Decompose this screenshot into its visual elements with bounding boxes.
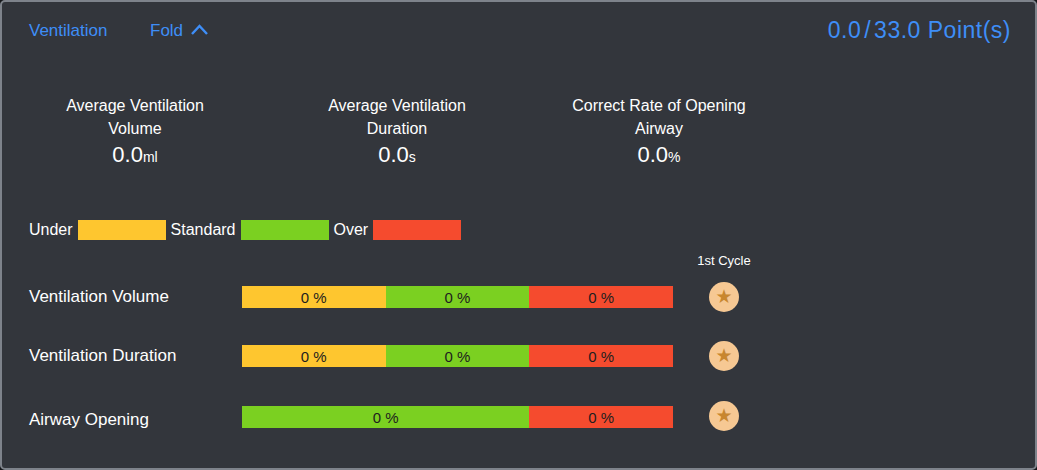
stat-average-ventilation-duration: Average Ventilation Duration 0.0s [266,94,528,171]
stat-label: Volume [4,117,266,140]
legend-swatch-under [78,220,166,240]
fold-toggle[interactable]: Fold [150,21,209,41]
legend-label-standard: Standard [171,221,236,239]
score-unit: Point(s) [928,17,1011,43]
cycle-column-header: 1st Cycle [674,253,774,268]
star-badge: ★ [709,282,739,312]
chevron-up-icon [190,21,209,41]
score-current: 0.0 [828,17,861,43]
row-label-ventilation-duration: Ventilation Duration [29,345,176,367]
score-total: 33.0 [874,17,921,43]
bar-ventilation-volume: 0 % 0 % 0 % [242,286,673,308]
legend-swatch-standard [241,220,329,240]
stat-unit: ml [143,149,158,165]
legend-label-over: Over [334,221,369,239]
stat-unit: s [409,149,416,165]
stat-correct-rate-opening-airway: Correct Rate of Opening Airway 0.0% [528,94,790,171]
star-icon: ★ [715,406,732,425]
bar-segment-standard: 0 % [386,286,530,308]
stat-unit: % [668,149,680,165]
row-label-airway-opening: Airway Opening [29,409,149,431]
star-badge: ★ [709,401,739,431]
stat-value: 0.0% [528,141,790,171]
stat-label: Correct Rate of Opening [528,94,790,117]
star-badge: ★ [709,341,739,371]
bar-airway-opening: 0 % 0 % [242,406,673,428]
panel-title: Ventilation [29,21,107,41]
bar-segment-under: 0 % [242,286,386,308]
bar-ventilation-duration: 0 % 0 % 0 % [242,345,673,367]
star-icon: ★ [715,287,732,306]
stat-label: Airway [528,117,790,140]
stat-value: 0.0s [266,141,528,171]
bar-segment-standard: 0 % [386,345,530,367]
stat-label: Average Ventilation [4,94,266,117]
bar-segment-over: 0 % [529,286,673,308]
stat-value: 0.0ml [4,141,266,171]
bar-segment-under: 0 % [242,345,386,367]
stats-row: Average Ventilation Volume 0.0ml Average… [4,94,790,171]
bar-segment-standard: 0 % [242,406,529,428]
legend-label-under: Under [29,221,73,239]
bar-segment-over: 0 % [529,406,673,428]
score-display: 0.0/33.0 Point(s) [828,17,1011,44]
row-label-ventilation-volume: Ventilation Volume [29,286,169,308]
stat-label: Average Ventilation [266,94,528,117]
stat-label: Duration [266,117,528,140]
stat-average-ventilation-volume: Average Ventilation Volume 0.0ml [4,94,266,171]
ventilation-panel: Ventilation Fold 0.0/33.0 Point(s) Avera… [0,0,1037,470]
legend: Under Standard Over [29,220,466,240]
bar-segment-over: 0 % [529,345,673,367]
score-separator: / [861,17,874,43]
fold-label: Fold [150,21,183,41]
star-icon: ★ [715,346,732,365]
legend-swatch-over [373,220,461,240]
